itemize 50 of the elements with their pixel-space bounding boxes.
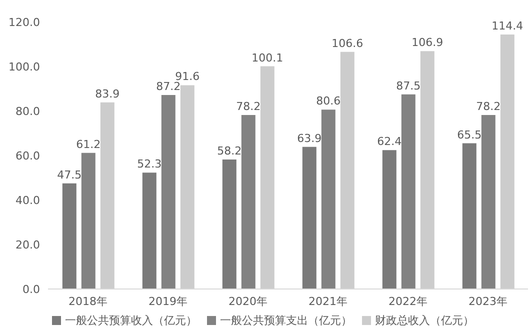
data-label: 63.9 <box>297 132 322 145</box>
bar <box>401 94 416 289</box>
bar <box>142 172 156 289</box>
data-label: 83.9 <box>95 87 120 100</box>
data-label: 80.6 <box>316 94 341 108</box>
x-tick-label: 2022年 <box>388 294 428 308</box>
legend-label: 财政总收入（亿元） <box>375 314 474 327</box>
data-label: 114.4 <box>492 19 524 32</box>
x-tick-label: 2018年 <box>68 294 108 308</box>
data-label: 62.4 <box>377 135 402 148</box>
x-tick-label: 2020年 <box>228 294 268 308</box>
bar <box>260 66 274 289</box>
data-label: 87.5 <box>396 79 421 92</box>
bar <box>382 150 396 289</box>
bar <box>321 110 336 289</box>
data-label: 100.1 <box>252 51 284 64</box>
bar <box>62 183 76 289</box>
data-label: 58.2 <box>217 144 242 158</box>
data-label: 106.9 <box>412 36 444 50</box>
y-tick-label: 80.0 <box>16 104 40 118</box>
data-label: 78.2 <box>236 100 261 114</box>
bar <box>462 143 476 289</box>
data-label: 106.6 <box>332 36 364 50</box>
bar <box>481 115 496 289</box>
bar <box>302 146 316 289</box>
bar <box>100 102 114 289</box>
y-tick-label: 0.0 <box>22 282 40 296</box>
y-tick-label: 100.0 <box>8 60 40 74</box>
data-label: 47.5 <box>57 168 82 182</box>
data-label: 61.2 <box>76 138 101 151</box>
bar <box>222 160 236 289</box>
bar <box>420 51 434 289</box>
bar <box>161 94 176 289</box>
data-label: 52.3 <box>137 158 162 171</box>
bar <box>81 152 96 289</box>
y-tick-label: 20.0 <box>16 238 40 252</box>
x-tick-label: 2023年 <box>468 294 508 308</box>
y-tick-label: 120.0 <box>8 16 40 29</box>
bar <box>241 115 256 289</box>
y-tick-label: 40.0 <box>16 194 40 207</box>
x-tick-label: 2021年 <box>308 294 348 308</box>
bar <box>180 85 194 289</box>
legend-label: 一般公共预算支出（亿元） <box>220 314 352 327</box>
bar <box>500 34 514 289</box>
data-label: 65.5 <box>457 128 482 142</box>
x-tick-label: 2019年 <box>148 294 188 308</box>
legend-label: 一般公共预算收入（亿元） <box>65 314 197 327</box>
bar <box>340 52 354 289</box>
y-tick-label: 60.0 <box>16 149 40 162</box>
data-label: 78.2 <box>476 100 501 114</box>
